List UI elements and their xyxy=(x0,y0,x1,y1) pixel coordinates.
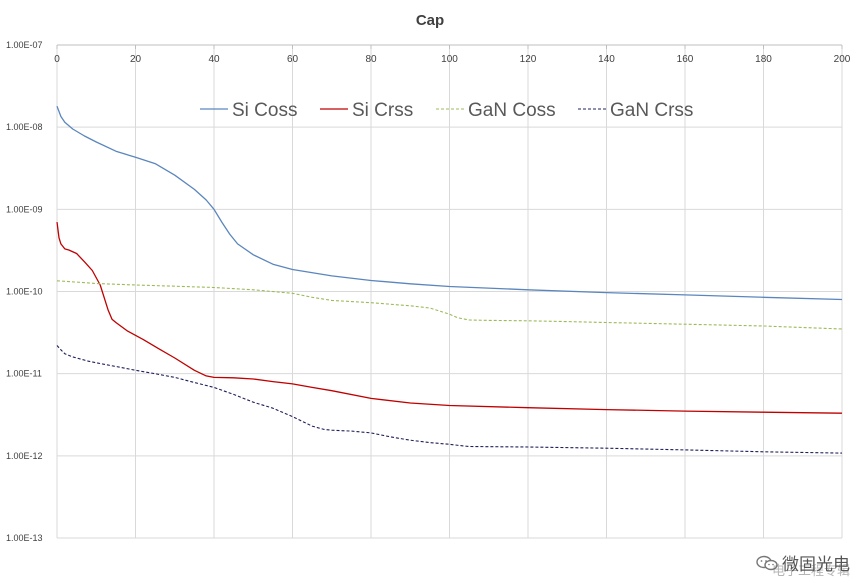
x-axis: 0 20 40 60 80 100 120 140 160 180 200 xyxy=(54,44,851,65)
x-tick-label: 0 xyxy=(54,54,60,65)
legend: Si Coss Si Crss GaN Coss GaN Crss xyxy=(200,100,693,121)
legend-label: GaN Coss xyxy=(468,100,556,121)
series-line-si-crss xyxy=(56,222,843,414)
y-tick-label: 1.00E-13 xyxy=(6,533,43,543)
wechat-icon xyxy=(756,555,778,570)
series-line-gan-crss xyxy=(56,345,843,454)
y-tick-label: 1.00E-10 xyxy=(6,287,43,297)
x-tick-label: 180 xyxy=(755,54,772,65)
y-axis: 1.00E-13 1.00E-12 1.00E-11 1.00E-10 1.00E-09… xyxy=(6,40,43,543)
y-tick-label: 1.00E-09 xyxy=(6,204,43,214)
x-tick-label: 140 xyxy=(598,54,615,65)
y-tick-label: 1.00E-07 xyxy=(6,40,43,50)
y-tick-label: 1.00E-11 xyxy=(6,369,42,379)
x-tick-label: 40 xyxy=(208,54,220,65)
grid xyxy=(56,44,843,539)
watermark: 微固光电 电子工程专辑 xyxy=(756,550,850,579)
x-tick-label: 160 xyxy=(677,54,694,65)
legend-label: GaN Crss xyxy=(610,100,693,121)
y-tick-label: 1.00E-08 xyxy=(6,122,43,132)
x-tick-label: 20 xyxy=(130,54,142,65)
series-line-gan-coss xyxy=(56,280,843,330)
chart-title: Cap xyxy=(416,12,444,29)
x-tick-label: 200 xyxy=(834,54,851,65)
x-tick-label: 100 xyxy=(441,54,458,65)
x-tick-label: 120 xyxy=(520,54,537,65)
series-line-si-coss xyxy=(56,105,843,301)
x-tick-label: 80 xyxy=(365,54,377,65)
x-tick-label: 60 xyxy=(287,54,299,65)
watermark-brand: 微固光电 xyxy=(782,555,850,575)
y-tick-label: 1.00E-12 xyxy=(6,451,43,461)
legend-label: Si Crss xyxy=(352,100,413,121)
watermark-subtitle: 电子工程专辑 xyxy=(771,564,850,579)
series-group xyxy=(56,105,843,454)
legend-label: Si Coss xyxy=(232,100,297,121)
